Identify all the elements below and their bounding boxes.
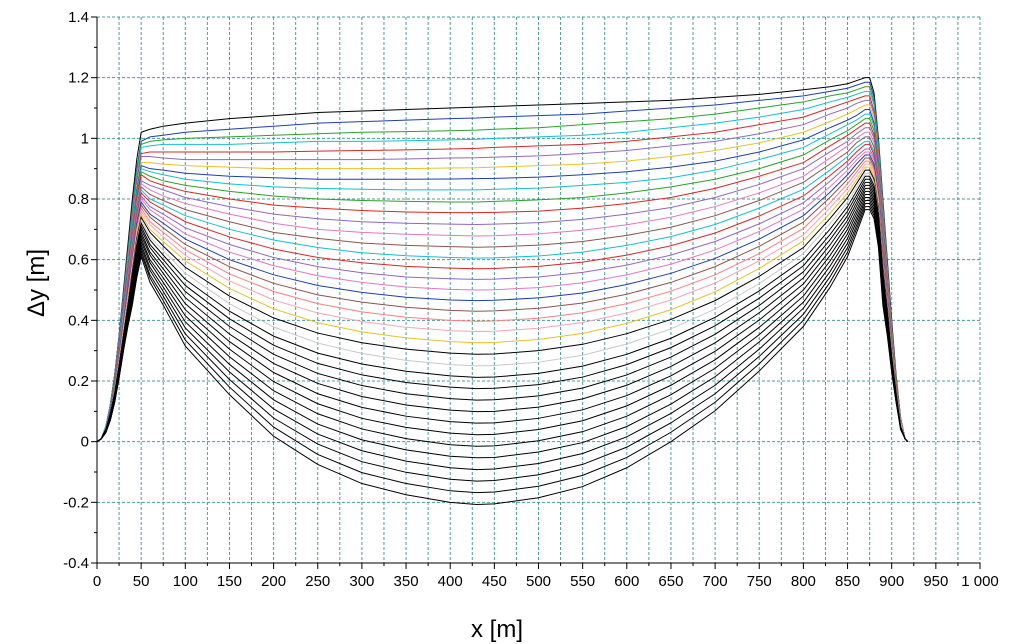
x-tick-label: 50 — [133, 573, 150, 590]
series-line-25 — [96, 172, 908, 443]
series-line-13 — [96, 131, 908, 443]
series-line-17 — [96, 148, 908, 443]
x-tick-label: 650 — [658, 573, 683, 590]
axes — [91, 16, 981, 569]
y-tick-label: 1 — [81, 130, 89, 147]
y-tick-label: 1.2 — [68, 70, 89, 87]
x-tick-label: 450 — [482, 573, 507, 590]
x-tick-label: 950 — [923, 573, 948, 590]
series-line-3 — [96, 86, 908, 443]
x-tick-label: 200 — [261, 573, 286, 590]
x-tick-label: 1 000 — [961, 573, 999, 590]
x-tick-label: 800 — [791, 573, 816, 590]
x-tick-label: 150 — [217, 573, 242, 590]
x-tick-label: 850 — [835, 573, 860, 590]
y-tick-label: 1.4 — [68, 9, 89, 26]
series-line-9 — [96, 113, 908, 443]
grid — [96, 16, 981, 564]
x-tick-label: 900 — [879, 573, 904, 590]
series-line-31 — [96, 190, 908, 443]
x-tick-label: 100 — [173, 573, 198, 590]
y-axis-title: Δy [m] — [23, 249, 50, 317]
series-line-18 — [96, 151, 908, 443]
x-tick-label: 600 — [614, 573, 639, 590]
x-tick-label: 300 — [349, 573, 374, 590]
y-tick-label: 0.2 — [68, 373, 89, 390]
x-tick-label: 700 — [703, 573, 728, 590]
x-tick-label: 250 — [305, 573, 330, 590]
series-line-4 — [96, 90, 908, 443]
x-tick-label: 550 — [570, 573, 595, 590]
series-line-36 — [96, 206, 908, 494]
series-line-33 — [96, 196, 908, 459]
x-tick-label: 750 — [747, 573, 772, 590]
y-tick-label: 0.6 — [68, 252, 89, 269]
series-line-7 — [96, 104, 908, 443]
series-line-37 — [96, 209, 908, 505]
x-tick-label: 0 — [93, 573, 101, 590]
series-line-26 — [96, 175, 908, 443]
y-tick-label: -0.2 — [63, 494, 89, 511]
y-tick-label: 0 — [81, 434, 89, 451]
y-tick-label: -0.4 — [63, 555, 89, 572]
x-tick-label: 500 — [526, 573, 551, 590]
series-line-5 — [96, 95, 908, 443]
y-tick-label: 0.8 — [68, 191, 89, 208]
tick-labels: 0 50 100 150 200 250 300 350 400 450 500 550 600 650 7… — [63, 9, 999, 590]
x-axis-title: x [m] — [471, 616, 523, 643]
x-tick-label: 350 — [394, 573, 419, 590]
y-tick-label: 0.4 — [68, 312, 89, 329]
series-line-28 — [96, 181, 908, 443]
series-group — [96, 77, 908, 505]
series-line-11 — [96, 122, 908, 443]
x-tick-label: 400 — [438, 573, 463, 590]
